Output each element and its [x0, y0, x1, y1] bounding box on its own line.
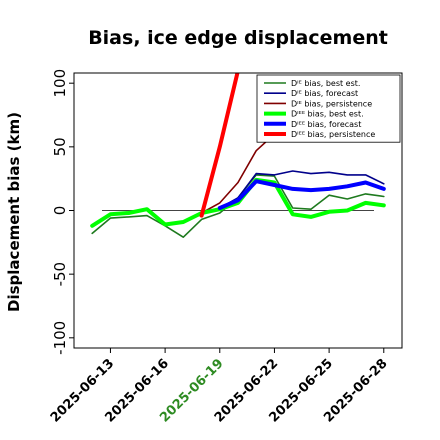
y-tick-layer: 100 50 0 -50 -100: [51, 69, 74, 355]
series-line-6: [199, 73, 240, 218]
legend-box: [256, 74, 401, 143]
series-line-2: [219, 170, 385, 209]
legend-label: Dᴵᴱᴱ bias, persistence: [291, 130, 375, 139]
y-tick-label: -50: [51, 262, 69, 287]
y-axis-label: Displacement bias (km): [5, 112, 23, 312]
y-tick-label: 100: [51, 69, 69, 98]
series-layer: [90, 73, 386, 238]
legend-label: Dᴵᴱᴱ bias, best est.: [291, 110, 364, 119]
legend-label: Dᴵᴱ bias, best est.: [291, 79, 360, 88]
legend-label: Dᴵᴱ bias, persistence: [291, 99, 372, 108]
legend-label: Dᴵᴱᴱ bias, forecast: [291, 120, 361, 129]
legend-label: Dᴵᴱ bias, forecast: [291, 89, 358, 98]
y-tick-label: 50: [51, 137, 69, 156]
x-tick-layer: 2025-06-132025-06-162025-06-192025-06-22…: [48, 348, 391, 426]
legend: Dᴵᴱ bias, best est.Dᴵᴱ bias, forecastDᴵᴱ…: [256, 74, 401, 143]
series-line-4: [90, 177, 386, 228]
series-line-1: [91, 174, 385, 238]
series-line-5: [217, 179, 386, 210]
chart-title: Bias, ice edge displacement: [88, 27, 388, 49]
series-line-3: [200, 133, 276, 214]
y-tick-label: 0: [51, 206, 69, 216]
y-tick-label: -100: [51, 321, 69, 355]
